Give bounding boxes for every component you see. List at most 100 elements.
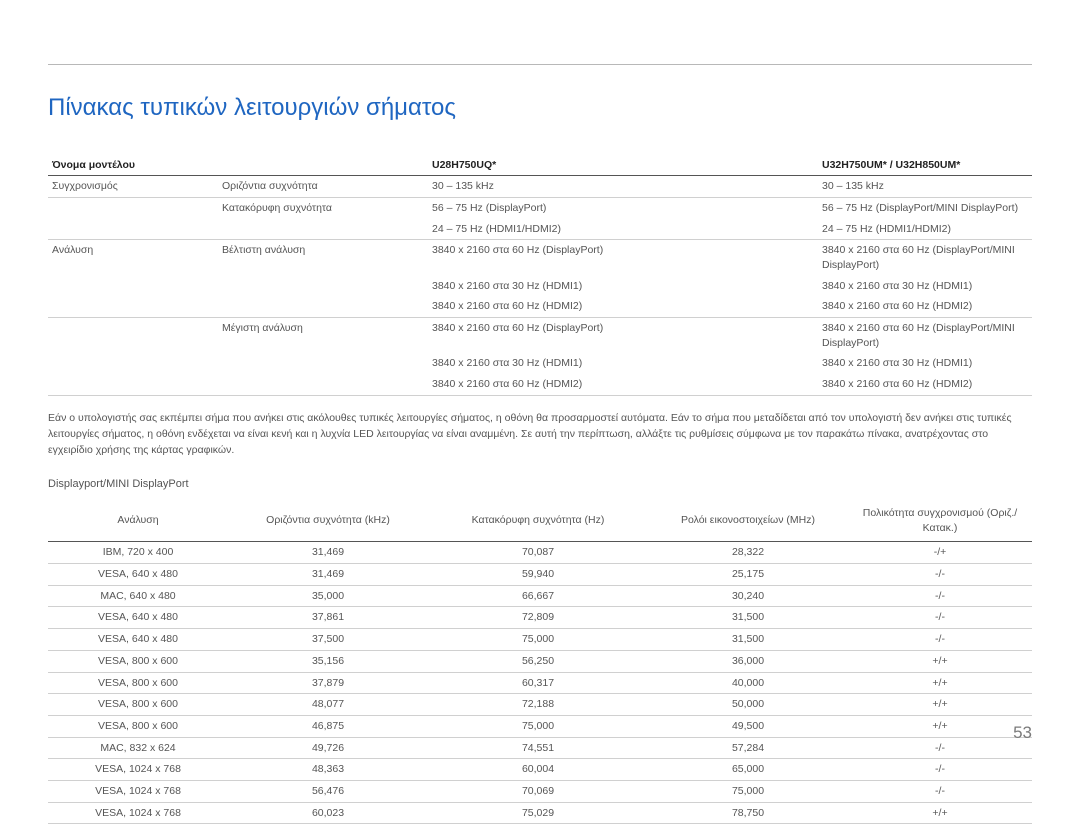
timing-cell: +/+: [848, 715, 1032, 737]
timing-cell: MAC, 832 x 624: [48, 737, 228, 759]
timing-cell: 49,726: [228, 737, 428, 759]
timing-cell: 56,250: [428, 650, 648, 672]
spec-cell: 3840 x 2160 στα 30 Hz (HDMI1): [818, 276, 1032, 297]
spec-row: 3840 x 2160 στα 30 Hz (HDMI1)3840 x 2160…: [48, 353, 1032, 374]
spec-cell: [48, 219, 218, 240]
timing-cell: 36,000: [648, 650, 848, 672]
timing-row: MAC, 832 x 62449,72674,55157,284-/-: [48, 737, 1032, 759]
timing-cell: IBM, 720 x 400: [48, 542, 228, 564]
timing-cell: 28,322: [648, 542, 848, 564]
timing-cell: 72,809: [428, 607, 648, 629]
timing-row: IBM, 720 x 40031,46970,08728,322-/+: [48, 542, 1032, 564]
page-number: 53: [1013, 721, 1032, 745]
timing-row: VESA, 640 x 48037,86172,80931,500-/-: [48, 607, 1032, 629]
timing-table: Ανάλυση Οριζόντια συχνότητα (kHz) Κατακό…: [48, 500, 1032, 824]
timing-cell: 75,000: [428, 715, 648, 737]
timing-col-4: Πολικότητα συγχρονισμού (Οριζ./Κατακ.): [848, 500, 1032, 542]
timing-cell: 57,284: [648, 737, 848, 759]
spec-row: Κατακόρυφη συχνότητα56 – 75 Hz (DisplayP…: [48, 197, 1032, 218]
timing-cell: 35,000: [228, 585, 428, 607]
timing-cell: 50,000: [648, 694, 848, 716]
spec-cell: 56 – 75 Hz (DisplayPort): [428, 197, 818, 218]
spec-cell: 30 – 135 kHz: [818, 176, 1032, 198]
spec-row: 3840 x 2160 στα 30 Hz (HDMI1)3840 x 2160…: [48, 276, 1032, 297]
timing-cell: VESA, 800 x 600: [48, 715, 228, 737]
timing-cell: MAC, 640 x 480: [48, 585, 228, 607]
timing-cell: 48,077: [228, 694, 428, 716]
timing-col-2: Κατακόρυφη συχνότητα (Hz): [428, 500, 648, 542]
timing-cell: 59,940: [428, 564, 648, 586]
spec-cell: 3840 x 2160 στα 60 Hz (DisplayPort): [428, 318, 818, 354]
note-paragraph: Εάν ο υπολογιστής σας εκπέμπει σήμα που …: [48, 410, 1032, 459]
timing-cell: -/+: [848, 542, 1032, 564]
page: Πίνακας τυπικών λειτουργιών σήματος Όνομ…: [0, 0, 1080, 763]
timing-row: VESA, 640 x 48031,46959,94025,175-/-: [48, 564, 1032, 586]
spec-cell: [48, 276, 218, 297]
timing-cell: 37,500: [228, 629, 428, 651]
spec-header-c1: Όνομα μοντέλου: [48, 155, 218, 176]
spec-cell: [48, 353, 218, 374]
spec-cell: 3840 x 2160 στα 30 Hz (HDMI1): [818, 353, 1032, 374]
timing-cell: -/-: [848, 629, 1032, 651]
spec-cell: [218, 353, 428, 374]
spec-cell: 24 – 75 Hz (HDMI1/HDMI2): [428, 219, 818, 240]
timing-cell: 30,240: [648, 585, 848, 607]
spec-cell: Ανάλυση: [48, 240, 218, 276]
timing-cell: 66,667: [428, 585, 648, 607]
spec-row: 3840 x 2160 στα 60 Hz (HDMI2)3840 x 2160…: [48, 374, 1032, 395]
spec-cell: 3840 x 2160 στα 60 Hz (DisplayPort): [428, 240, 818, 276]
timing-cell: VESA, 800 x 600: [48, 650, 228, 672]
timing-cell: 60,317: [428, 672, 648, 694]
spec-cell: Συγχρονισμός: [48, 176, 218, 198]
spec-cell: 3840 x 2160 στα 60 Hz (HDMI2): [428, 374, 818, 395]
timing-cell: 78,750: [648, 802, 848, 824]
spec-row: Μέγιστη ανάλυση3840 x 2160 στα 60 Hz (Di…: [48, 318, 1032, 354]
timing-row: VESA, 1024 x 76860,02375,02978,750+/+: [48, 802, 1032, 824]
timing-cell: 31,500: [648, 607, 848, 629]
spec-cell: [218, 276, 428, 297]
spec-cell: [48, 296, 218, 317]
timing-header-row: Ανάλυση Οριζόντια συχνότητα (kHz) Κατακό…: [48, 500, 1032, 542]
spec-cell: Οριζόντια συχνότητα: [218, 176, 428, 198]
timing-cell: 46,875: [228, 715, 428, 737]
timing-cell: VESA, 800 x 600: [48, 694, 228, 716]
timing-cell: +/+: [848, 802, 1032, 824]
timing-cell: 35,156: [228, 650, 428, 672]
timing-cell: -/-: [848, 780, 1032, 802]
timing-cell: VESA, 800 x 600: [48, 672, 228, 694]
timing-row: VESA, 1024 x 76856,47670,06975,000-/-: [48, 780, 1032, 802]
spec-header-c3: U28H750UQ*: [428, 155, 818, 176]
timing-cell: -/-: [848, 759, 1032, 781]
spec-table: Όνομα μοντέλου U28H750UQ* U32H750UM* / U…: [48, 155, 1032, 396]
timing-cell: 70,069: [428, 780, 648, 802]
spec-row: 3840 x 2160 στα 60 Hz (HDMI2)3840 x 2160…: [48, 296, 1032, 317]
timing-cell: 60,023: [228, 802, 428, 824]
timing-cell: 25,175: [648, 564, 848, 586]
timing-row: VESA, 800 x 60035,15656,25036,000+/+: [48, 650, 1032, 672]
spec-cell: 30 – 135 kHz: [428, 176, 818, 198]
spec-cell: 24 – 75 Hz (HDMI1/HDMI2): [818, 219, 1032, 240]
timing-cell: 56,476: [228, 780, 428, 802]
timing-cell: 40,000: [648, 672, 848, 694]
timing-cell: -/-: [848, 564, 1032, 586]
timing-row: VESA, 640 x 48037,50075,00031,500-/-: [48, 629, 1032, 651]
timing-cell: 72,188: [428, 694, 648, 716]
timing-cell: 75,000: [648, 780, 848, 802]
timing-col-1: Οριζόντια συχνότητα (kHz): [228, 500, 428, 542]
timing-cell: VESA, 1024 x 768: [48, 802, 228, 824]
spec-cell: 3840 x 2160 στα 60 Hz (HDMI2): [428, 296, 818, 317]
spec-header-row: Όνομα μοντέλου U28H750UQ* U32H750UM* / U…: [48, 155, 1032, 176]
timing-cell: 49,500: [648, 715, 848, 737]
timing-cell: 75,029: [428, 802, 648, 824]
spec-cell: [48, 318, 218, 354]
timing-row: VESA, 800 x 60046,87575,00049,500+/+: [48, 715, 1032, 737]
timing-cell: VESA, 1024 x 768: [48, 780, 228, 802]
timing-cell: 60,004: [428, 759, 648, 781]
timing-cell: +/+: [848, 650, 1032, 672]
timing-cell: VESA, 1024 x 768: [48, 759, 228, 781]
timing-cell: +/+: [848, 672, 1032, 694]
spec-row: ΣυγχρονισμόςΟριζόντια συχνότητα30 – 135 …: [48, 176, 1032, 198]
spec-cell: 3840 x 2160 στα 60 Hz (DisplayPort/MINI …: [818, 318, 1032, 354]
timing-cell: -/-: [848, 585, 1032, 607]
spec-cell: [48, 374, 218, 395]
